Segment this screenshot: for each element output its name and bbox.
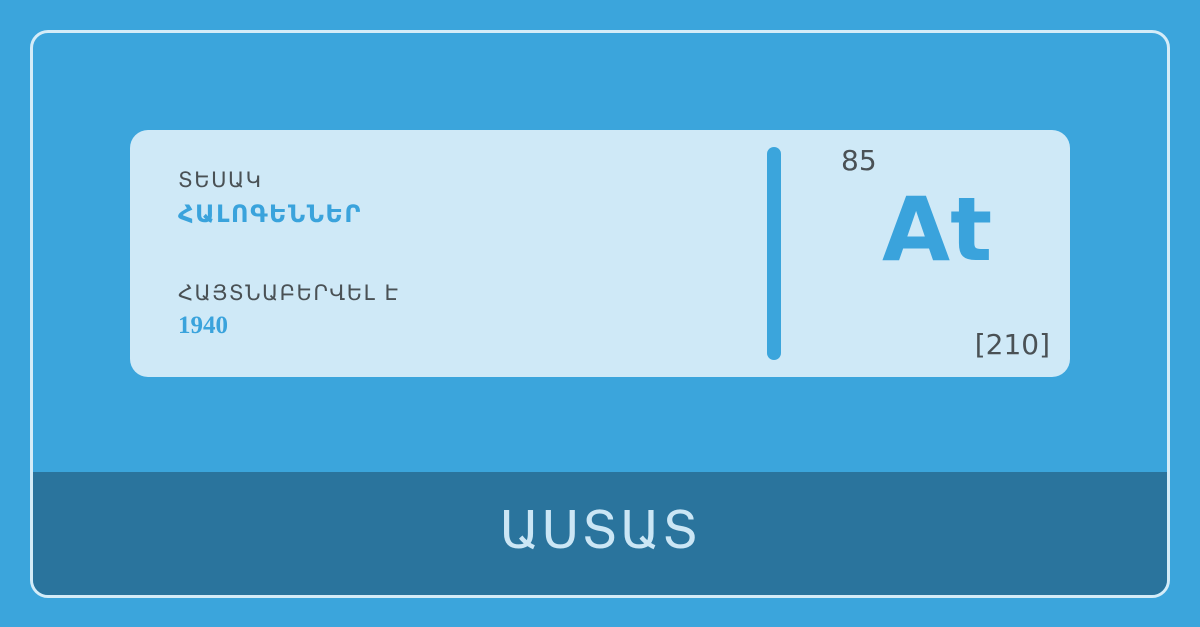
type-label: ՏԵՍԱԿ [178, 168, 263, 192]
atomic-mass: [210] [974, 328, 1050, 361]
discovered-year: 1940 [178, 312, 228, 339]
discovered-label: ՀԱՅՏՆԱԲԵՐՎԵԼ Է [178, 281, 400, 305]
type-value: ՀԱԼՈԳԵՆՆԵՐ [178, 200, 362, 228]
footer-bar: ԱՍՏԱՏ [33, 472, 1167, 595]
element-frame: ՏԵՍԱԿ ՀԱԼՈԳԵՆՆԵՐ ՀԱՅՏՆԱԲԵՐՎԵԼ Է 1940 85 … [30, 30, 1170, 598]
element-card: ՏԵՍԱԿ ՀԱԼՈԳԵՆՆԵՐ ՀԱՅՏՆԱԲԵՐՎԵԼ Է 1940 85 … [130, 130, 1070, 377]
divider [767, 147, 781, 360]
element-name: ԱՍՏԱՏ [499, 501, 701, 561]
element-symbol: At [882, 178, 993, 281]
atomic-number: 85 [841, 144, 877, 177]
